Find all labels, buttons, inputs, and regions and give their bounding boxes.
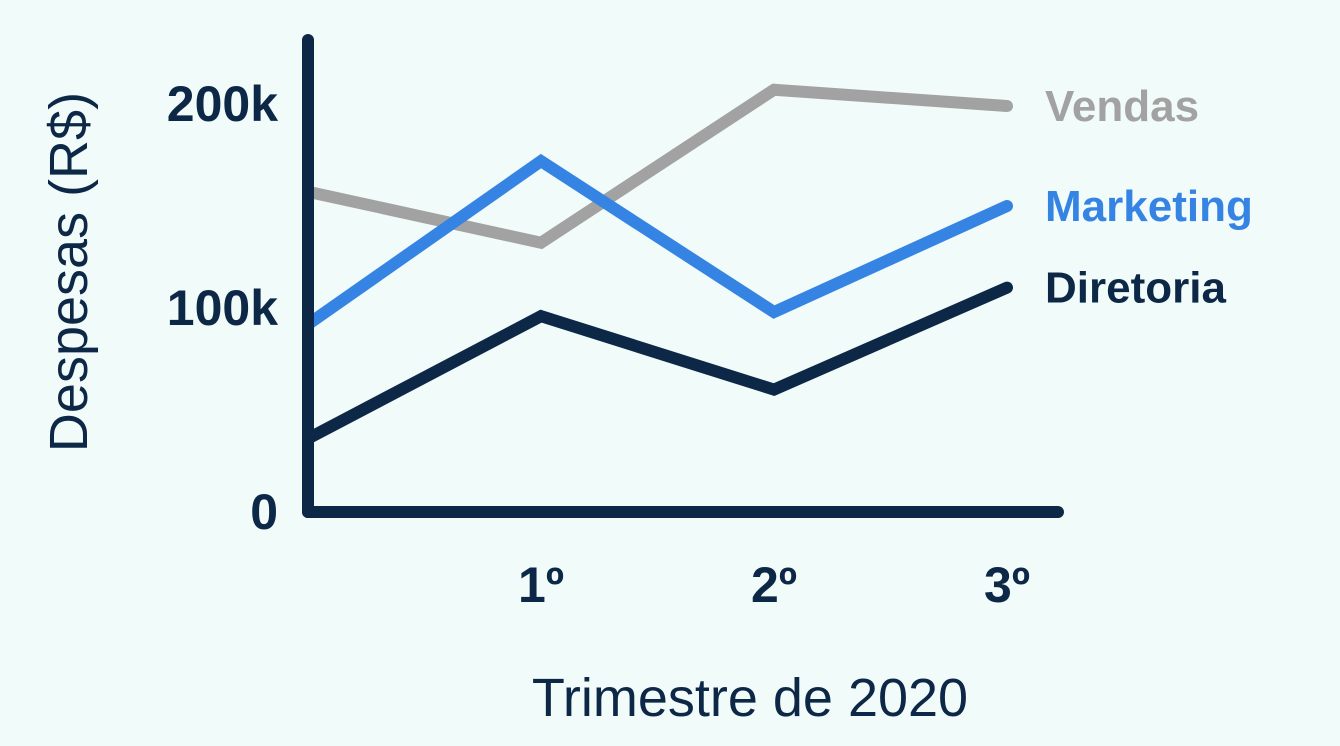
series-layer (302, 83, 1013, 445)
x-tick-label: 3º (984, 557, 1030, 613)
x-tick-label: 2º (751, 557, 797, 613)
legend-label-marketing: Marketing (1045, 182, 1253, 231)
y-tick-labels: 0 100k 200k (167, 76, 278, 540)
y-tick-label: 200k (167, 76, 278, 132)
series-line-marketing (302, 153, 1013, 331)
y-axis-title: Despesas (R$) (39, 92, 99, 452)
x-axis-title: Trimestre de 2020 (532, 668, 968, 728)
series-line-vendas (302, 83, 1013, 250)
y-tick-label: 100k (167, 280, 278, 336)
axes (302, 34, 1064, 518)
legend-label-vendas: Vendas (1045, 82, 1199, 131)
y-tick-label: 0 (250, 484, 278, 540)
x-tick-label: 1º (518, 557, 564, 613)
legend-label-diretoria: Diretoria (1045, 264, 1226, 313)
x-tick-labels: 1º 2º 3º (518, 557, 1030, 613)
series-line-diretoria (302, 281, 1013, 445)
legend: Vendas Marketing Diretoria (1045, 82, 1253, 313)
